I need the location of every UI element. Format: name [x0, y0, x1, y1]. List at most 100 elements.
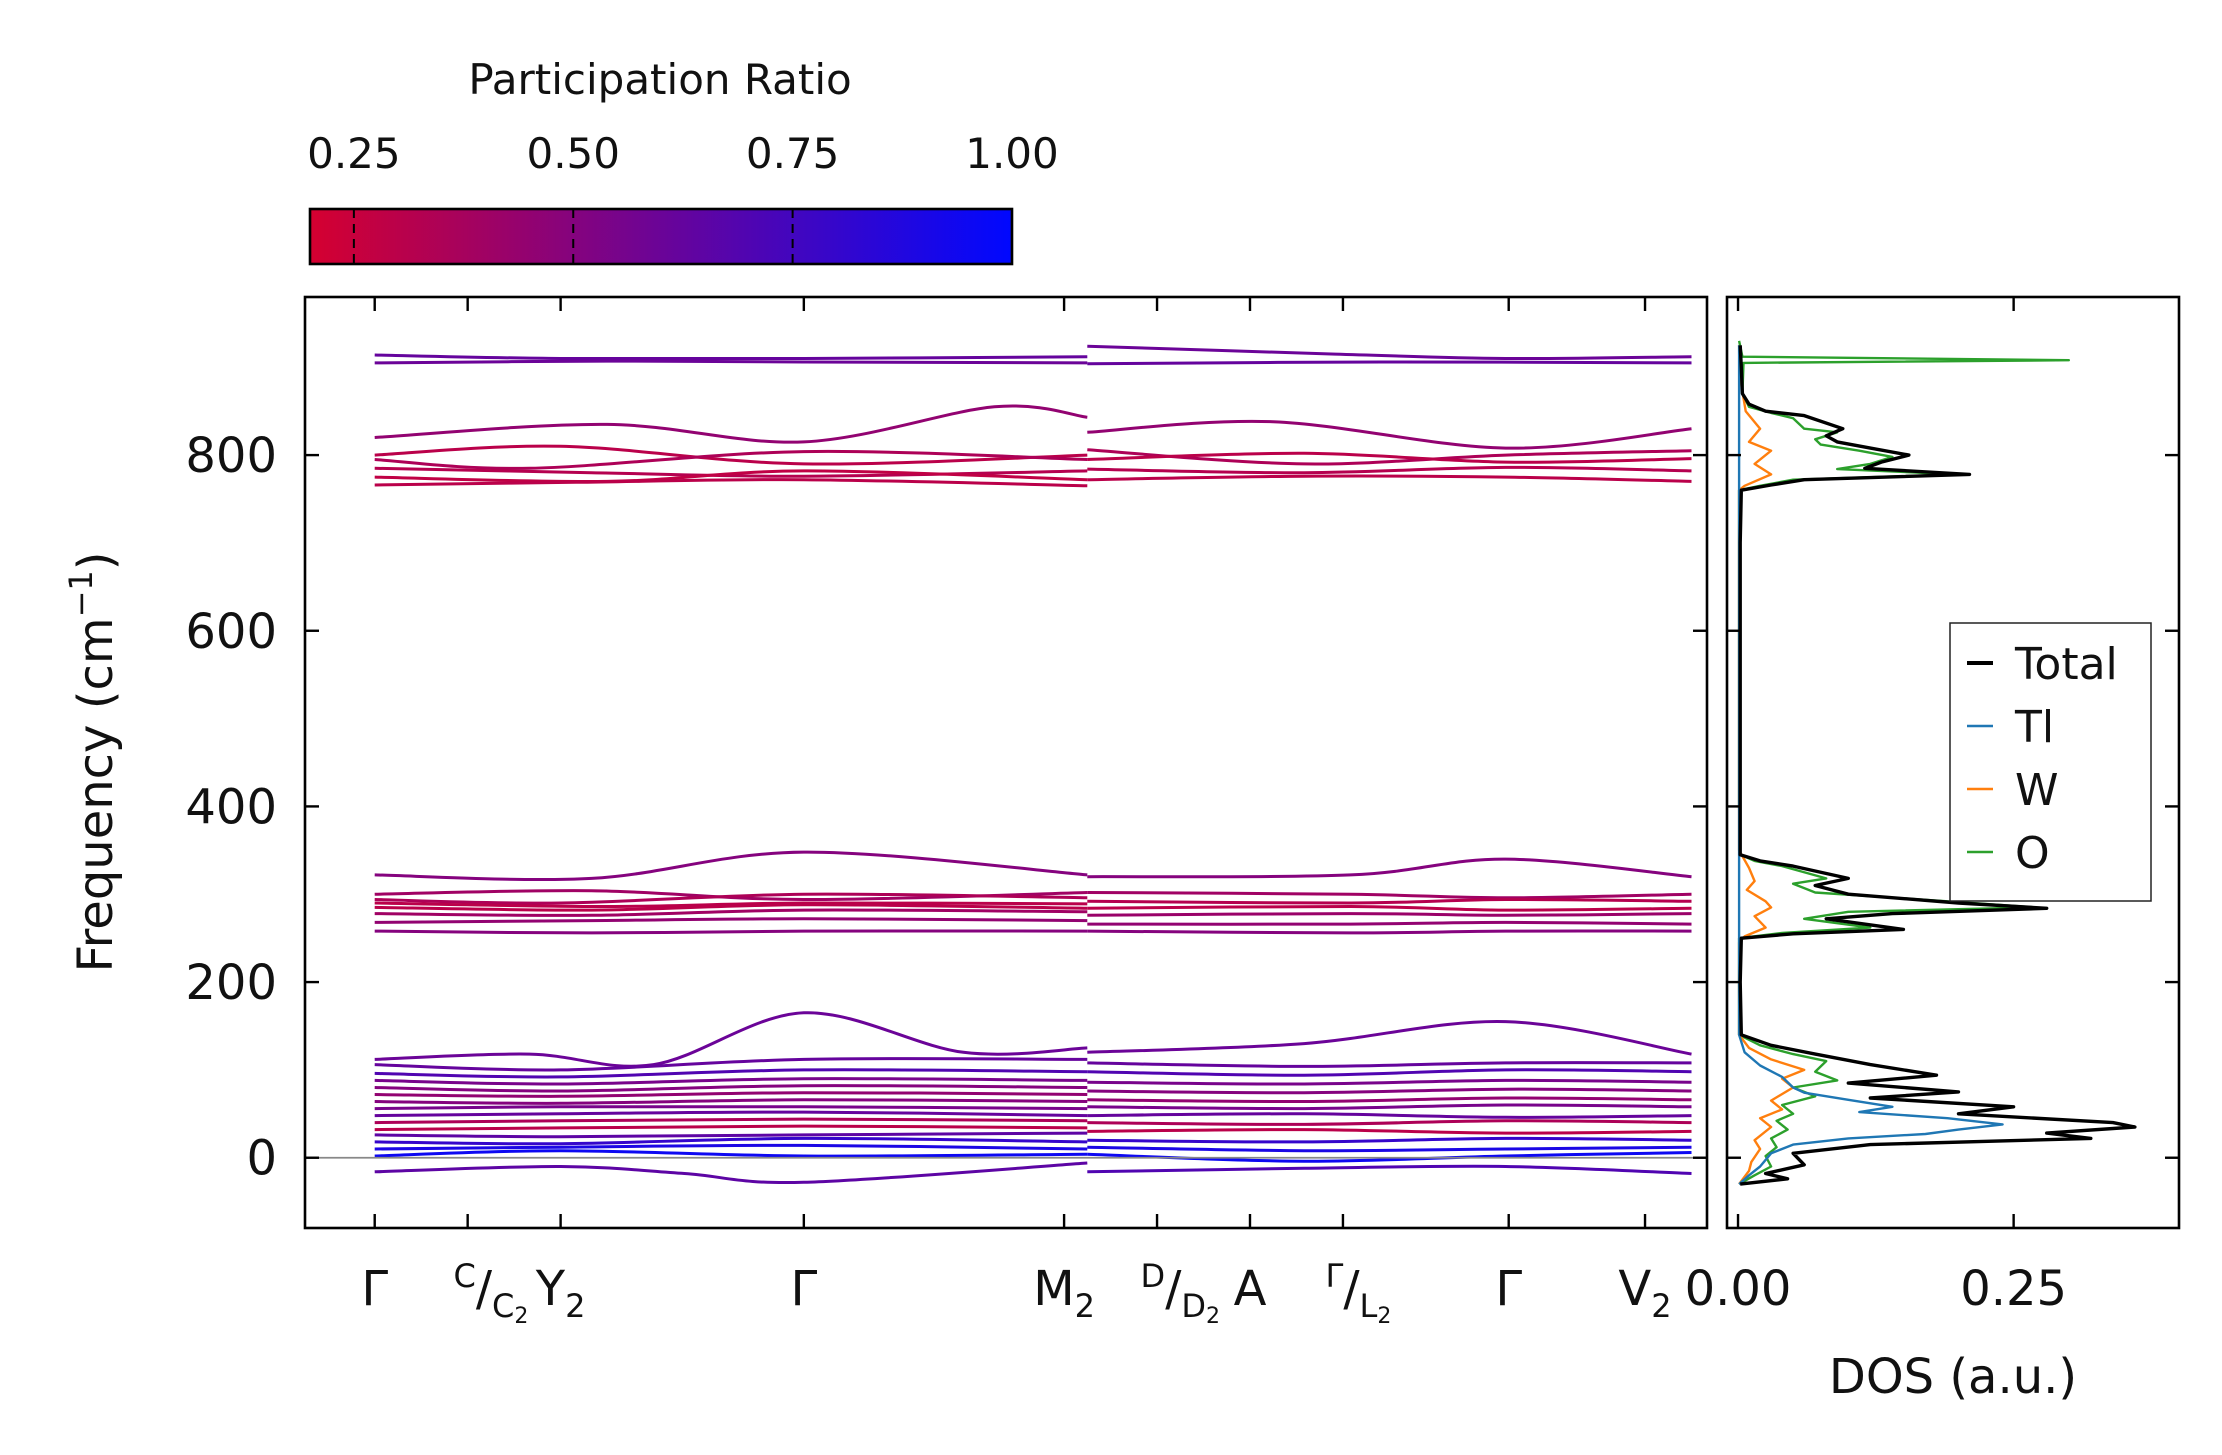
phonon-band	[1087, 897, 1692, 905]
legend-label: Total	[2014, 639, 2118, 690]
dos-curve-tl	[1737, 345, 2004, 1185]
phonon-band	[1087, 1087, 1692, 1095]
colorbar-tick-label: 0.50	[526, 129, 620, 178]
phonon-band	[1087, 474, 1692, 483]
phonon-band	[374, 1143, 1088, 1151]
phonon-band	[1087, 1103, 1692, 1111]
colorbar-ticks: 0.25 0.50 0.75 1.00	[307, 129, 1059, 264]
phonon-band	[1087, 1112, 1692, 1119]
phonon-band	[1087, 1128, 1692, 1135]
phonon-band	[374, 1068, 1088, 1079]
dos-tick-label: 0.00	[1685, 1261, 1792, 1317]
phonon-band	[1087, 912, 1692, 917]
legend-frame	[1949, 622, 2152, 902]
phonon-band	[1087, 419, 1692, 450]
frequency-tick-label: 400	[185, 779, 277, 835]
phonon-band	[374, 469, 1088, 484]
kpath-label: D/D2	[1141, 1257, 1220, 1329]
colorbar-tick-label: 1.00	[965, 129, 1059, 178]
dos-curve-total	[1738, 345, 2137, 1186]
colorbar: Participation Ratio 0.25 0.50 0.75 1.00	[307, 55, 1059, 266]
frequency-tick-label: 0	[246, 1131, 277, 1187]
dos-tick-label: 0.25	[1960, 1261, 2067, 1317]
phonon-band	[374, 901, 1088, 909]
phonon-band	[374, 1091, 1088, 1098]
phonon-band	[374, 1136, 1088, 1146]
phonon-band	[1087, 904, 1692, 912]
phonon-band	[1087, 1061, 1692, 1068]
phonon-bands	[374, 344, 1692, 1185]
dos-frequency-ticks	[1727, 453, 2179, 1159]
colorbar-tick-label: 0.75	[746, 129, 840, 178]
phonon-band	[1087, 1164, 1692, 1175]
phonon-band	[374, 404, 1088, 444]
kpath-label: C/C2	[453, 1257, 528, 1329]
kpath-axis-ticks: Γ C/C2 Y2 Γ M2 D/D2 A Γ/L2 Γ V2	[361, 297, 1672, 1329]
dos-axis-ticks: 0.00 0.25	[1685, 297, 2067, 1317]
phonon-band	[374, 1105, 1088, 1111]
dos-curves	[1737, 340, 2137, 1186]
band-structure-panel: 0 200 400 600 800 Γ C/C2 Y2 Γ M2 D/D2 A Γ/L2 Γ V2 Fre…	[62, 295, 1709, 1329]
kpath-label: A	[1234, 1261, 1267, 1317]
phonon-band	[374, 850, 1088, 882]
phonon-band	[374, 903, 1088, 912]
phonon-band	[374, 449, 1088, 470]
band-structure-frame	[303, 295, 1709, 1230]
colorbar-gradient	[308, 207, 1014, 266]
kpath-label: M2	[1033, 1261, 1095, 1325]
legend-label: Tl	[2014, 702, 2054, 753]
phonon-band	[374, 359, 1088, 365]
phonon-band	[374, 478, 1088, 488]
kpath-label: Y2	[535, 1261, 586, 1325]
phonon-band	[1087, 1136, 1692, 1144]
phonon-band	[1087, 1119, 1692, 1126]
phonon-band	[374, 1110, 1088, 1118]
phonon-band	[374, 892, 1088, 905]
phonon-band	[374, 929, 1088, 935]
dos-frame	[1725, 295, 2181, 1230]
phonon-band	[374, 1149, 1088, 1158]
colorbar-tick-label: 0.25	[307, 129, 401, 178]
phonon-band	[374, 353, 1088, 361]
phonon-band	[374, 1011, 1088, 1068]
frequency-axis-label: Frequency (cm−1)	[62, 551, 124, 972]
phonon-band	[1087, 1020, 1692, 1056]
frequency-tick-label: 800	[185, 428, 277, 484]
phonon-band	[1087, 920, 1692, 926]
phonon-band	[1087, 344, 1692, 361]
colorbar-title: Participation Ratio	[468, 55, 851, 104]
phonon-band	[374, 1161, 1088, 1185]
phonon-band	[374, 1098, 1088, 1105]
frequency-tick-label: 600	[185, 604, 277, 660]
dos-legend: Total Tl WO	[1949, 622, 2152, 902]
phonon-band	[1087, 929, 1692, 935]
kpath-label: Γ/L2	[1326, 1257, 1392, 1329]
phonon-band	[1087, 857, 1692, 879]
frequency-tick-label: 200	[185, 955, 277, 1011]
legend-label: W	[2015, 765, 2059, 816]
phonon-band	[1087, 1068, 1692, 1077]
phonon-band	[1087, 891, 1692, 900]
phonon-band	[374, 1124, 1088, 1132]
kpath-label: V2	[1618, 1261, 1671, 1325]
phonon-band	[374, 1117, 1088, 1125]
phonon-band	[1087, 1096, 1692, 1104]
kpath-label: Γ	[361, 1261, 388, 1317]
phonon-band	[1087, 465, 1692, 475]
kpath-label: Γ	[1495, 1261, 1522, 1317]
dos-curve-w	[1737, 345, 1806, 1185]
phonon-band	[1087, 360, 1692, 366]
phonon-band	[1087, 1078, 1692, 1086]
phonon-band	[374, 1057, 1088, 1072]
dos-panel: 0.00 0.25 DOS (a.u.) Total Tl WO	[1685, 295, 2181, 1405]
dos-axis-label: DOS (a.u.)	[1829, 1349, 2077, 1405]
phonon-band	[374, 917, 1088, 924]
phonon-band	[1087, 451, 1692, 464]
dos-curve-o	[1737, 340, 2071, 1186]
phonon-band	[374, 908, 1088, 917]
phonon-band	[374, 1077, 1088, 1086]
phonon-band	[374, 1084, 1088, 1093]
phonon-band	[374, 1131, 1088, 1139]
legend-label: O	[2015, 828, 2050, 879]
